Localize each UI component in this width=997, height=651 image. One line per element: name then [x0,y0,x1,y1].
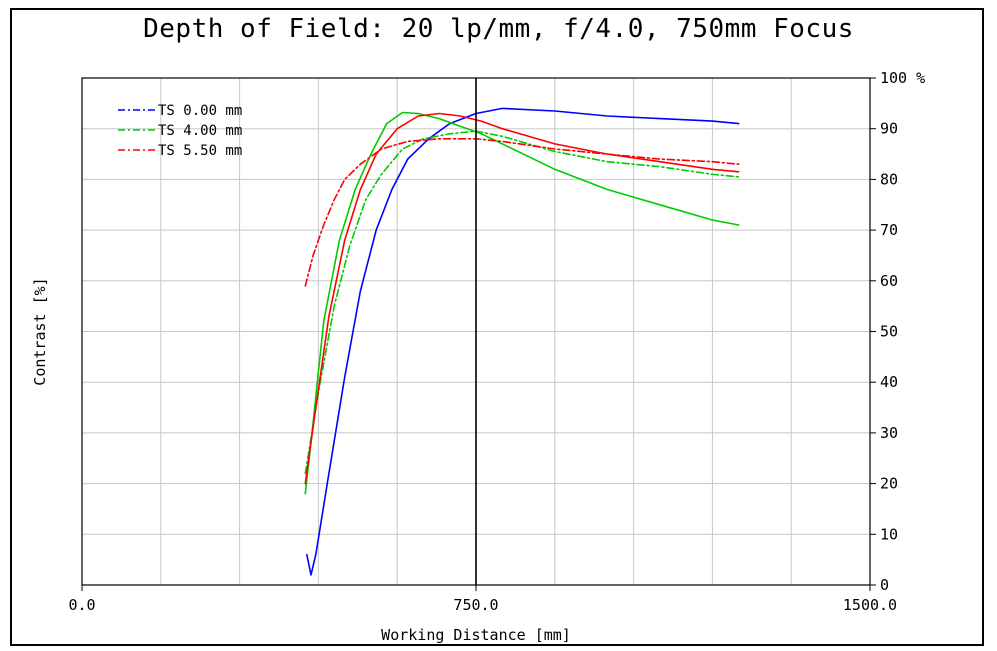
x-axis-label: Working Distance [mm] [381,626,571,644]
y-tick-label: 10 [880,525,898,543]
series-line-1 [305,113,738,494]
x-tick-label: 1500.0 [843,596,897,614]
y-tick-label: 20 [880,475,898,493]
y-axis-label: Contrast [%] [31,277,49,385]
x-tick-label: 750.0 [453,596,498,614]
y-tick-label: 30 [880,424,898,442]
legend-label-2: TS 5.50 mm [158,143,242,159]
legend-label-0: TS 0.00 mm [158,103,242,119]
y-tick-label: 70 [880,221,898,239]
x-tick-label: 0.0 [68,596,95,614]
y-tick-label: 90 [880,120,898,138]
series-line-2 [305,131,738,473]
series-layer [305,108,738,575]
series-line-4 [305,139,738,286]
y-tick-label: 60 [880,272,898,290]
y-tick-label: 40 [880,373,898,391]
legend-label-1: TS 4.00 mm [158,123,242,139]
legend: TS 0.00 mm TS 4.00 mm TS 5.50 mm [118,103,242,159]
y-tick-label: 100 % [880,69,925,87]
y-tick-label: 50 [880,323,898,341]
y-tick-label: 80 [880,170,898,188]
series-line-0 [307,108,739,575]
y-tick-label: 0 [880,576,889,594]
